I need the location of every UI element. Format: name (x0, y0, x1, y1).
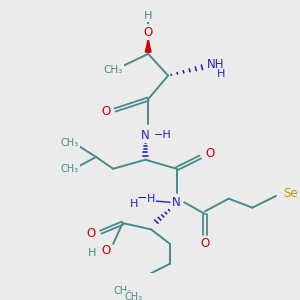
Text: H: H (130, 199, 138, 209)
Text: Se: Se (284, 187, 298, 200)
Text: NH: NH (207, 58, 224, 71)
Text: O: O (101, 105, 110, 118)
Polygon shape (146, 39, 151, 52)
Text: N: N (172, 196, 181, 209)
Text: CH₃: CH₃ (61, 164, 79, 174)
Text: O: O (200, 237, 210, 250)
Text: O: O (101, 244, 110, 257)
Text: CH₃: CH₃ (114, 286, 132, 296)
Text: −H: −H (154, 130, 171, 140)
Text: CH₃: CH₃ (125, 292, 143, 300)
Text: O: O (144, 26, 153, 39)
Text: O: O (205, 147, 214, 160)
Text: H: H (217, 69, 225, 79)
Text: H: H (144, 11, 152, 21)
Text: O: O (87, 227, 96, 240)
Text: H: H (88, 248, 97, 258)
Text: CH₃: CH₃ (103, 65, 123, 75)
Text: CH₃: CH₃ (61, 138, 79, 148)
Text: −: − (136, 192, 147, 205)
Text: H: H (147, 194, 155, 204)
Text: N: N (141, 129, 150, 142)
